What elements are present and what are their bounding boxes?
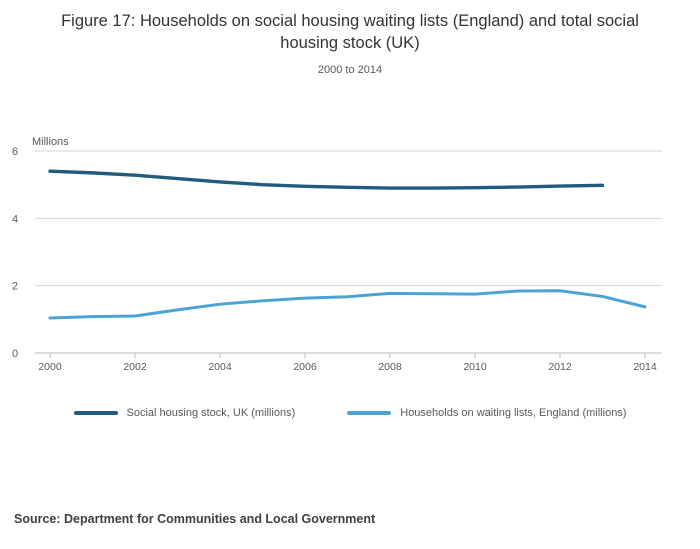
legend-swatch-waiting [347,411,392,415]
chart-legend: Social housing stock, UK (millions) Hous… [0,407,700,419]
source-note: Source: Department for Communities and L… [14,512,376,526]
legend-item-waiting: Households on waiting lists, England (mi… [347,407,626,419]
legend-label-stock: Social housing stock, UK (millions) [126,407,296,419]
y-tick-label-4: 4 [12,213,18,225]
legend-label-waiting: Households on waiting lists, England (mi… [400,407,627,419]
chart-subtitle: 2000 to 2014 [317,63,383,76]
y-tick-label-6: 6 [12,146,18,158]
legend-swatch-stock [73,411,118,415]
chart-plot-area: 0 2 4 6 Millions 2000 2002 2004 2006 2008 2010 2012… [12,136,662,373]
y-tick-label-2: 2 [12,281,18,293]
y-axis-unit-label: Millions [32,136,69,148]
series-line-0 [48,169,605,190]
x-tick-label-2006: 2006 [293,361,317,373]
x-tick-label-2010: 2010 [463,361,487,373]
x-tick-label-2012: 2012 [548,361,572,373]
x-tick-label-2002: 2002 [123,361,147,373]
chart-title: Figure 17: Households on social housing … [61,12,639,53]
x-tick-label-2008: 2008 [378,361,402,373]
series-line-1 [48,289,647,320]
x-tick-label-2000: 2000 [38,361,62,373]
x-tick-label-2014: 2014 [633,361,657,373]
x-tick-label-2004: 2004 [208,361,232,373]
y-tick-label-0: 0 [12,348,18,360]
legend-item-stock: Social housing stock, UK (millions) [73,407,296,419]
